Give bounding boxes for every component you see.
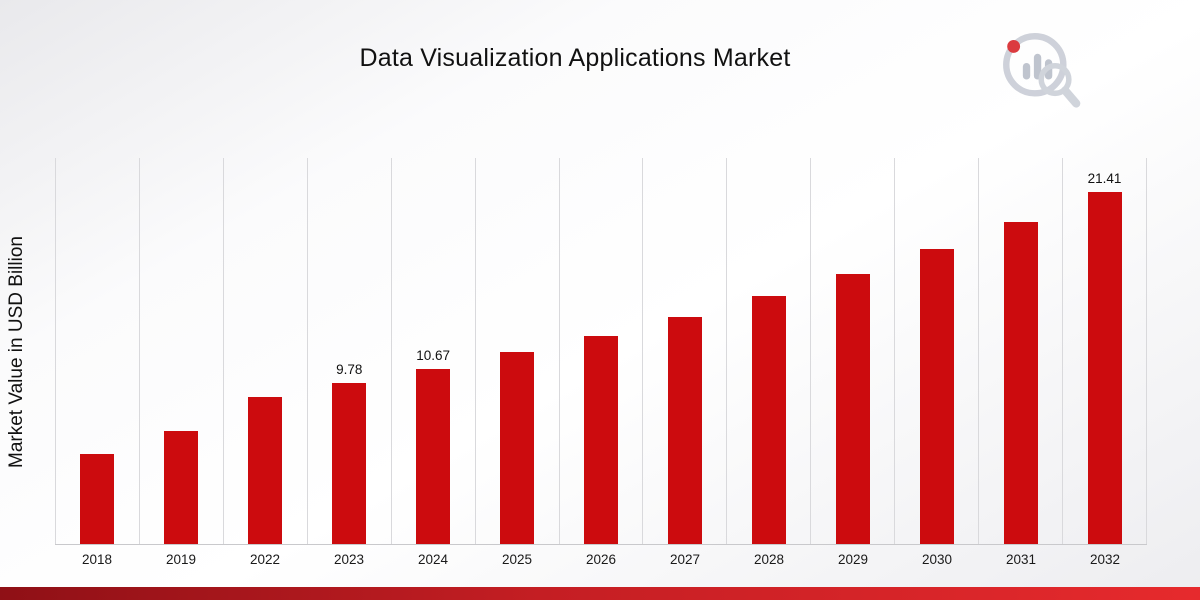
- market-research-future-logo: [1003, 33, 1081, 108]
- chart-column-2025: [474, 158, 559, 544]
- x-tick-2027: 2027: [669, 552, 701, 567]
- bar-value-label-2023: 9.78: [336, 362, 363, 378]
- bar-2032: 21.41: [1087, 171, 1122, 544]
- bar-value-label-2024: 10.67: [416, 347, 451, 363]
- plot-area: 9.78 10.67 21.41: [55, 158, 1147, 545]
- bar-2031: [1003, 222, 1038, 544]
- bar-2023: 9.78: [332, 362, 367, 544]
- x-tick-2031: 2031: [1005, 552, 1037, 567]
- chart-column-2032: 21.41: [1062, 158, 1147, 544]
- x-tick-2022: 2022: [249, 552, 281, 567]
- chart-column-2018: [55, 158, 139, 544]
- bar-2018: [80, 453, 115, 544]
- chart-column-2030: [894, 158, 978, 544]
- chart-column-2026: [558, 158, 643, 544]
- bar-2028: [751, 295, 786, 544]
- bar-2024: 10.67: [416, 348, 451, 544]
- chart-column-2019: [138, 158, 223, 544]
- bar-2026: [583, 336, 618, 544]
- bar-value-label-2032: 21.41: [1087, 171, 1122, 187]
- bottom-accent-bar: [0, 587, 1200, 600]
- x-tick-2025: 2025: [501, 552, 533, 567]
- bar-2027: [667, 316, 702, 544]
- chart-column-2029: [810, 158, 894, 544]
- chart-column-2024: 10.67: [390, 158, 475, 544]
- x-tick-2023: 2023: [333, 552, 365, 567]
- chart-title: Data Visualization Applications Market: [359, 44, 791, 72]
- bar-2019: [164, 430, 199, 544]
- x-tick-2028: 2028: [753, 552, 785, 567]
- y-axis-label: Market Value in USD Billion: [6, 236, 27, 469]
- x-axis-labels: 2018 2019 2022 2023 2024 2025 2026 2027 2028 2029…: [55, 552, 1147, 567]
- chart-column-2028: [726, 158, 810, 544]
- x-tick-2029: 2029: [837, 552, 869, 567]
- x-tick-2030: 2030: [921, 552, 953, 567]
- x-tick-2019: 2019: [165, 552, 197, 567]
- x-tick-2026: 2026: [585, 552, 617, 567]
- chart-column-2031: [978, 158, 1062, 544]
- bar-2025: [500, 351, 535, 544]
- x-tick-2018: 2018: [81, 552, 113, 567]
- bar-2022: [248, 397, 283, 544]
- chart-column-2023: 9.78: [306, 158, 391, 544]
- x-tick-2032: 2032: [1089, 552, 1121, 567]
- chart-column-2022: [222, 158, 307, 544]
- chart-column-2027: [642, 158, 726, 544]
- bar-2030: [919, 249, 954, 544]
- bar-2029: [835, 273, 870, 544]
- x-tick-2024: 2024: [417, 552, 449, 567]
